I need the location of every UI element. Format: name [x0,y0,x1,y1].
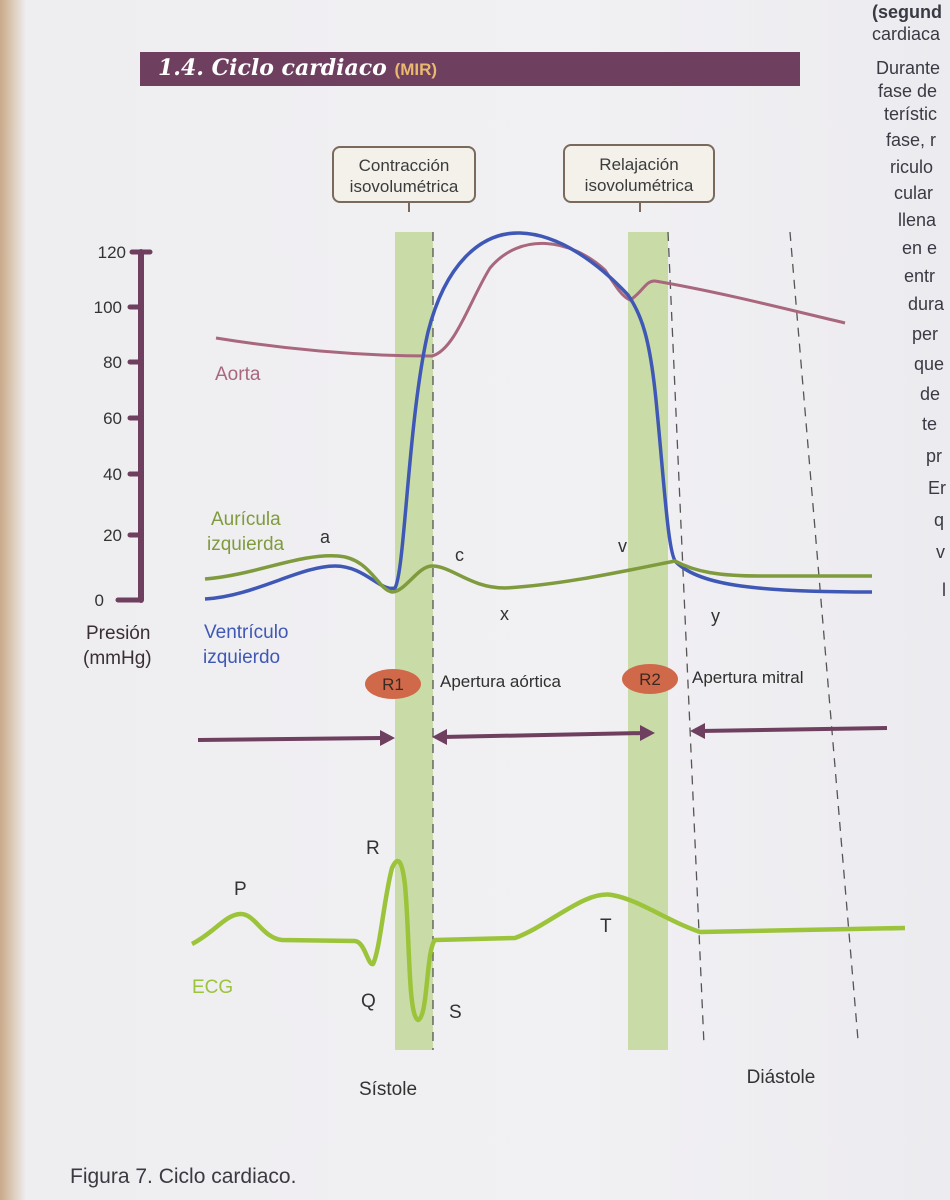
relaxation-dashed-line [667,231,705,1046]
side-line: riculo [890,157,934,177]
ecg-r-label: R [366,838,380,859]
figure-caption: Figura 7. Ciclo cardiaco. [70,1165,297,1188]
contraction-label-box: Contracción isovolumétrica [332,146,476,212]
ecg-p-label: P [234,879,247,900]
ecg-t-label: T [600,916,612,937]
relaxation-band [628,232,668,1050]
side-line: llena [898,210,937,230]
aorta-curve [215,241,846,358]
y-tick-label: 20 [103,526,122,545]
wave-c-label: c [455,545,464,565]
r2-label: R2 [639,670,661,689]
y-tick-label: 0 [95,591,104,610]
side-line: que [914,354,945,374]
mir-tag: (MIR) [394,60,438,79]
side-column-text: (segund cardiaca Durante fase de terísti… [862,0,950,640]
y-tick-label: 40 [103,465,122,484]
wave-v-label: v [618,536,627,556]
systole-label: Sístole [359,1079,417,1100]
r1-badge: R1 [365,669,421,699]
relaxation-label-box: Relajación isovolumétrica [563,144,715,212]
section-title: 1.4. Ciclo cardiaco (MIR) [158,55,437,81]
wave-a-label: a [320,527,331,547]
pressure-axis: 120 100 80 60 40 20 0 Presión (mmHg) [83,243,153,669]
side-line: fase, r [886,130,937,150]
ecg-label: ECG [192,977,233,998]
atrium-label-line1: Aurícula [211,509,281,530]
wave-x-label: x [500,604,509,624]
arrow-left-from-right [690,723,888,739]
side-line: l [942,580,946,600]
side-line: entr [904,266,936,286]
diastole-label: Diástole [747,1067,816,1088]
wave-y-label: y [711,606,720,626]
side-line: terístic [884,104,938,124]
side-line: en e [902,238,938,258]
atrium-curve [204,553,872,594]
ventricle-curve [204,231,873,601]
contraction-band [395,232,433,1050]
y-tick-label: 100 [94,298,122,317]
relaxation-label-line2: isovolumétrica [585,176,694,195]
side-line: Er [928,478,946,498]
section-banner: 1.4. Ciclo cardiaco (MIR) [140,52,800,86]
contraction-label-line2: isovolumétrica [350,177,459,196]
aortic-opening-label: Apertura aórtica [440,672,561,691]
mitral-opening-label: Apertura mitral [692,668,803,687]
side-line: (segund [872,2,942,22]
y-axis-label-line1: Presión [86,623,150,644]
y-tick-label: 60 [103,409,122,428]
side-line: v [936,542,945,562]
side-line: q [934,510,945,530]
y-tick-label: 80 [103,353,122,372]
ventricle-label-line1: Ventrículo [204,622,289,643]
arrow-double-ejection [432,725,655,745]
r1-label: R1 [382,675,404,694]
diastole-dashed-line [789,231,859,1041]
ecg-trace [190,858,906,1023]
contraction-label-line1: Contracción [359,156,450,175]
r2-badge: R2 [622,664,678,694]
side-line: fase de [878,81,938,101]
relaxation-label-line1: Relajación [599,155,678,174]
side-line: de [920,384,941,404]
y-tick-label: 120 [98,243,126,262]
side-line: per [912,324,939,344]
section-title-text: 1.4. Ciclo cardiaco [158,55,387,81]
side-line: Durante [876,58,941,78]
ecg-q-label: Q [361,991,376,1012]
y-axis-label-line2: (mmHg) [83,648,152,669]
side-line: cardiaca [872,24,941,44]
side-line: cular [894,183,934,203]
ventricle-label-line2: izquierdo [203,647,280,668]
side-line: pr [926,446,943,466]
side-line: dura [908,294,945,314]
atrium-label-line2: izquierda [207,534,285,555]
ecg-s-label: S [449,1002,462,1023]
arrow-right-to-r1 [197,730,395,746]
side-line: te [922,414,938,434]
aorta-label: Aorta [215,364,261,385]
